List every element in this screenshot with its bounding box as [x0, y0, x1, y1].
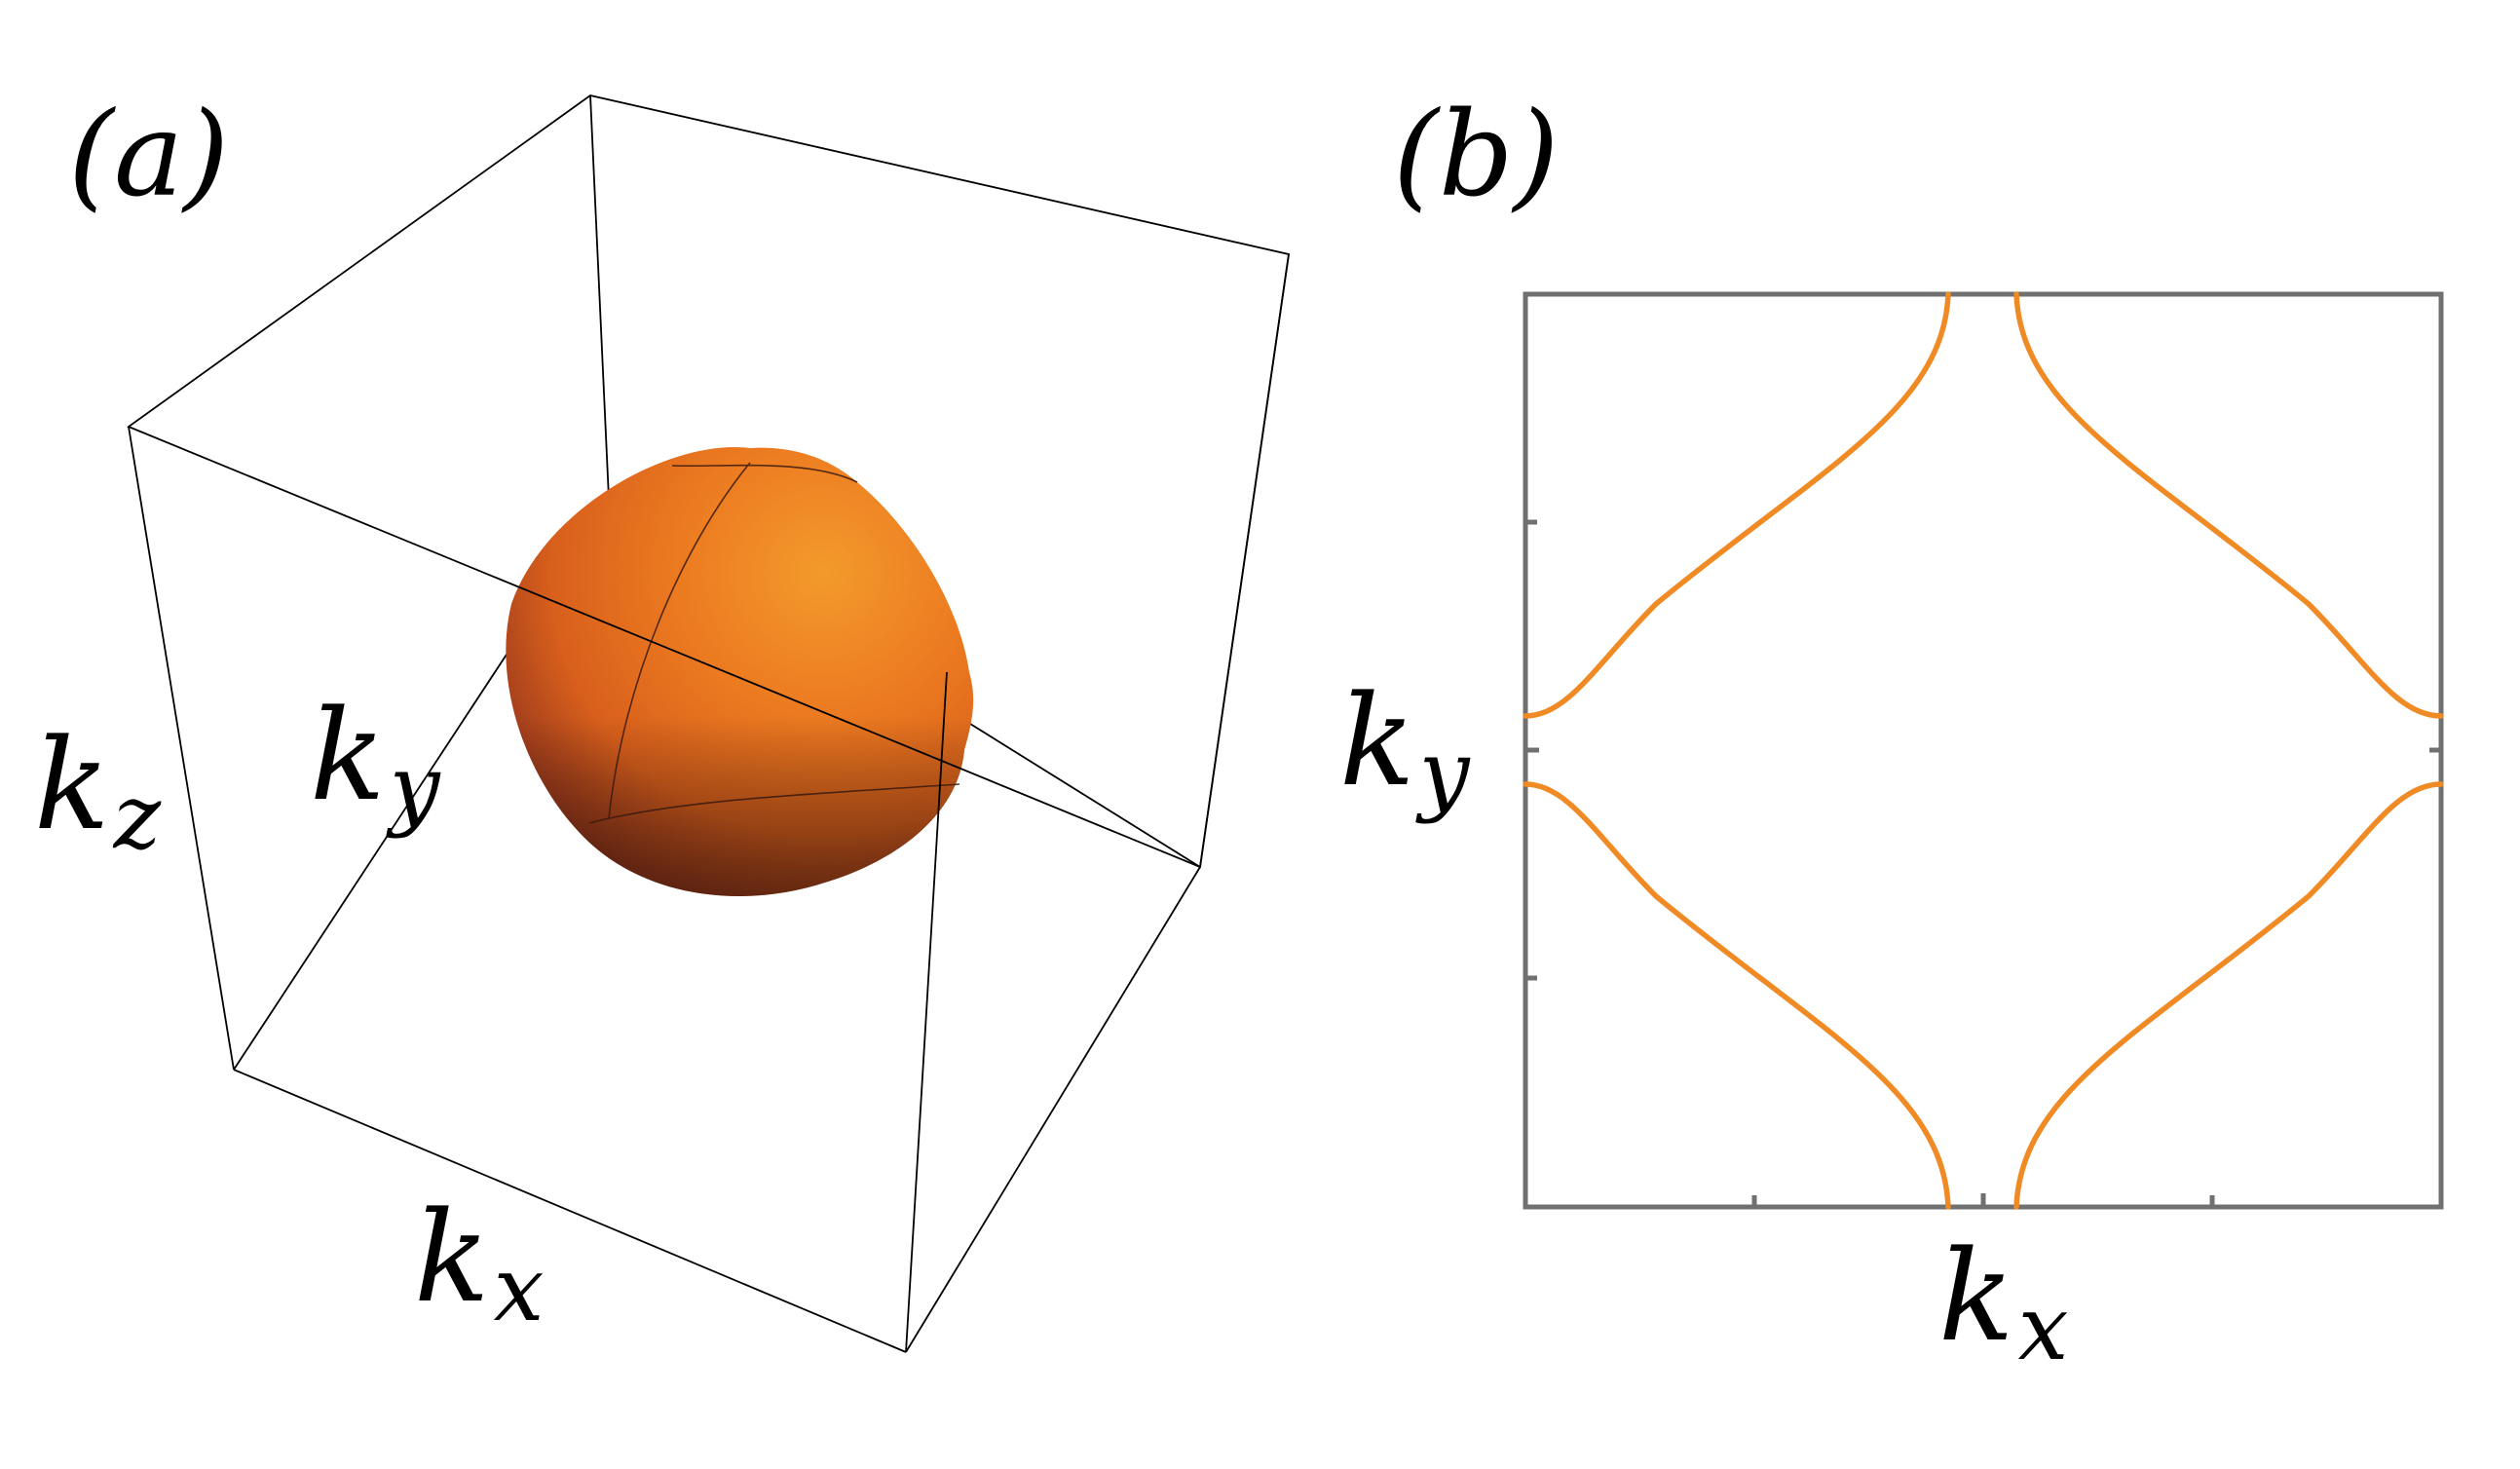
box-edge: [589, 94, 610, 500]
box-edge: [128, 426, 235, 1071]
plot-frame: [1523, 291, 2444, 1210]
contour-bottom-right: [2013, 781, 2444, 1210]
fermi-contour: [1523, 291, 2444, 1210]
axis-y-label: ky: [310, 684, 441, 840]
mesh-line: [671, 464, 858, 483]
panel-b-label: (b): [1393, 88, 1559, 223]
mesh-line: [608, 462, 751, 819]
axis-y-label: ky: [1339, 669, 1471, 825]
panel-b: (b) ky kx: [1339, 88, 2444, 1380]
box-edge: [905, 671, 948, 1353]
frame-ticks: [1523, 294, 2444, 1207]
fermi-surface-mesh: [588, 462, 960, 824]
axis-x-label: kx: [414, 1186, 544, 1341]
mesh-line: [588, 783, 960, 824]
contour-top-right: [2013, 291, 2444, 719]
fermi-surface-3d: [506, 447, 974, 896]
box-edge: [233, 1069, 907, 1353]
fermi-surface-shadow: [506, 447, 974, 896]
box-edge: [905, 866, 1201, 1353]
box-front-edges: [127, 94, 1291, 1353]
box-edge: [1199, 253, 1290, 868]
axis-z-label: kz: [34, 713, 162, 869]
contour-top-left: [1523, 291, 1951, 719]
panel-a: (a) kz: [34, 88, 1291, 1353]
panel-a-label: (a): [68, 88, 229, 223]
axis-x-label: kx: [1938, 1224, 2068, 1380]
contour-bottom-left: [1523, 781, 1951, 1210]
